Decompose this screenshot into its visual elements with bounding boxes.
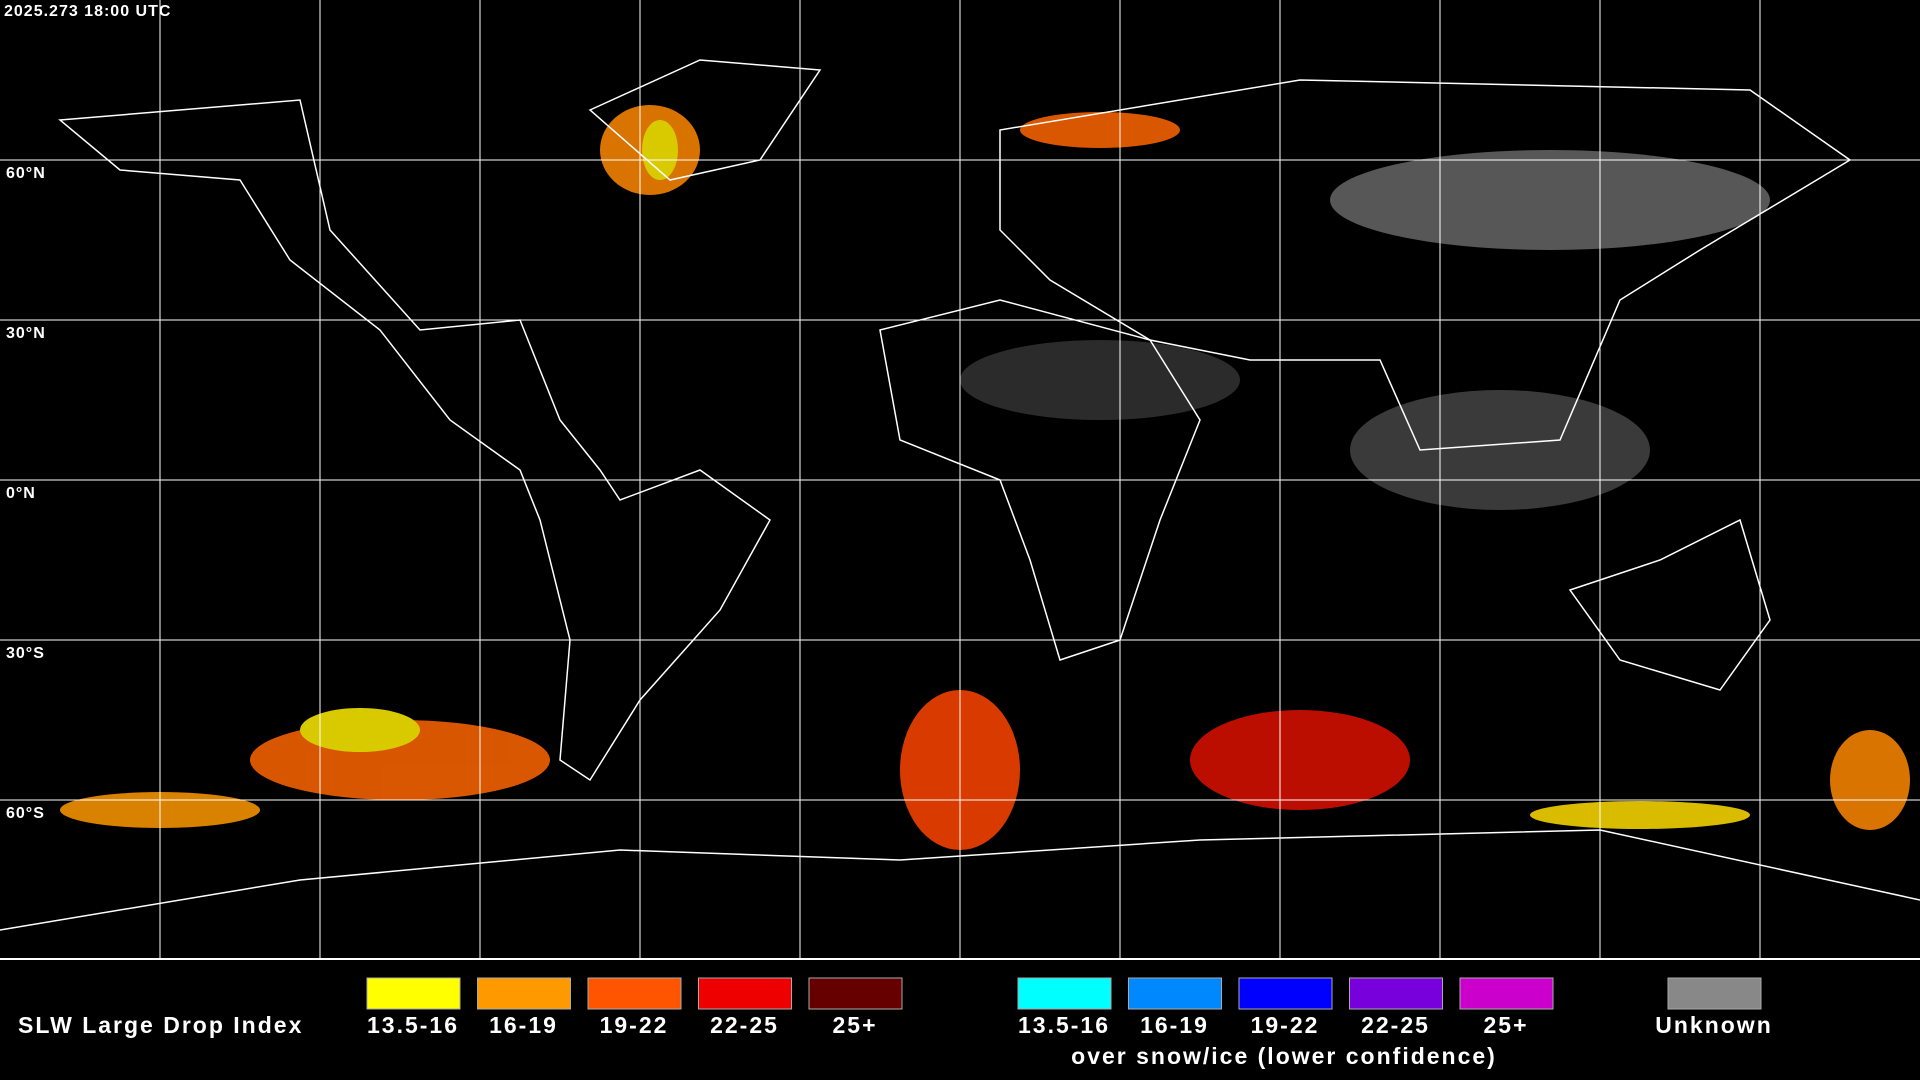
latitude-label: 60°N (6, 165, 46, 182)
latitude-label: 30°S (6, 645, 45, 662)
legend-label: 19-22 (1251, 1012, 1320, 1038)
legend-title: SLW Large Drop Index (18, 1012, 303, 1038)
legend-swatch (698, 977, 792, 1010)
cloud-blob (1190, 710, 1410, 810)
coastline-eurasia (999, 79, 1852, 451)
latitude-labels: 60°N 30°N 0°N 30°S 60°S (6, 165, 46, 822)
legend-swatch (1349, 977, 1443, 1010)
legend-swatch (477, 977, 571, 1010)
legend-label: Unknown (1655, 1012, 1773, 1038)
latitude-label: 60°S (6, 805, 45, 822)
timestamp: 2025.273 18:00 UTC (4, 3, 171, 20)
legend-swatch (1238, 977, 1333, 1010)
legend-label: 25+ (832, 1012, 877, 1038)
cloud-blob (1530, 801, 1750, 829)
snow-caption: over snow/ice (lower confidence) (1071, 1043, 1497, 1069)
cloud-blob (960, 340, 1240, 420)
legend-swatch (1017, 977, 1112, 1010)
graticule (0, 0, 1920, 958)
legend: 13.5-16 16-19 19-22 22-25 25+ 13.5-16 16-19 19-… (366, 977, 1773, 1038)
legend-label: 25+ (1483, 1012, 1528, 1038)
legend-label: 22-25 (1361, 1012, 1430, 1038)
legend-swatch (1128, 977, 1222, 1010)
latitude-label: 30°N (6, 325, 46, 342)
cloud-blob (1020, 112, 1180, 148)
legend-label: 16-19 (1140, 1012, 1209, 1038)
legend-swatch (1459, 977, 1554, 1010)
legend-label: 13.5-16 (1018, 1012, 1110, 1038)
latitude-label: 0°N (6, 485, 36, 502)
cloud-blob (1330, 150, 1770, 250)
cloud-blob (1830, 730, 1910, 830)
legend-swatch (366, 977, 461, 1010)
legend-swatch (587, 977, 682, 1010)
legend-label: 22-25 (710, 1012, 779, 1038)
legend-label: 13.5-16 (367, 1012, 459, 1038)
cloud-blob (642, 120, 678, 180)
coastline-australia (1568, 518, 1771, 691)
cloud-blob (300, 708, 420, 752)
legend-divider (0, 958, 1920, 960)
legend-label: 19-22 (600, 1012, 669, 1038)
legend-swatch (1667, 977, 1762, 1010)
cloud-blob (1350, 390, 1650, 510)
legend-swatch (808, 977, 903, 1010)
legend-label: 16-19 (489, 1012, 558, 1038)
coastline-greenland (588, 59, 822, 181)
